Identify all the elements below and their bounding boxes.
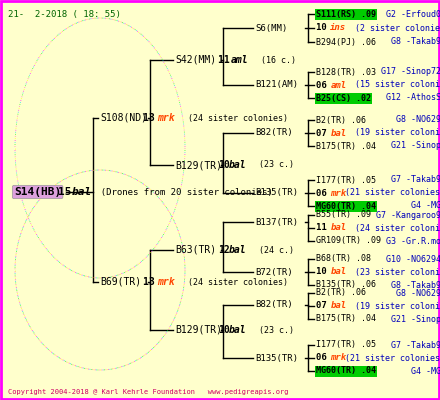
Text: B128(TR) .03: B128(TR) .03	[316, 68, 376, 76]
Text: 06: 06	[316, 354, 332, 362]
Text: aml: aml	[231, 55, 249, 65]
Text: bal: bal	[330, 224, 347, 232]
Text: (24 sister colonies): (24 sister colonies)	[345, 224, 440, 232]
Text: B2(TR) .06: B2(TR) .06	[316, 116, 366, 124]
Text: I177(TR) .05: I177(TR) .05	[316, 176, 376, 184]
Text: 07: 07	[316, 302, 332, 310]
Text: G12 -AthosSt80R: G12 -AthosSt80R	[376, 94, 440, 102]
Text: 10: 10	[218, 325, 230, 335]
Text: (19 sister colonies): (19 sister colonies)	[345, 302, 440, 310]
Text: MG60(TR) .04: MG60(TR) .04	[316, 366, 376, 376]
Text: G8 -Takab93R: G8 -Takab93R	[376, 38, 440, 46]
Text: B82(TR): B82(TR)	[255, 128, 293, 138]
Text: bal: bal	[330, 128, 347, 138]
Text: B135(TR) .06: B135(TR) .06	[316, 280, 376, 290]
Text: B82(TR): B82(TR)	[255, 300, 293, 310]
Text: G7 -Kangaroo98R: G7 -Kangaroo98R	[371, 210, 440, 220]
Text: (16 c.): (16 c.)	[251, 56, 296, 64]
Text: 06: 06	[316, 188, 332, 198]
Text: (23 c.): (23 c.)	[249, 160, 294, 170]
Text: G8 -NO6294R: G8 -NO6294R	[366, 288, 440, 298]
Text: G17 -Sinop72R: G17 -Sinop72R	[376, 68, 440, 76]
Text: (24 sister colonies): (24 sister colonies)	[178, 278, 288, 286]
Text: (21 sister colonies): (21 sister colonies)	[345, 354, 440, 362]
Text: 15: 15	[58, 187, 78, 197]
Text: S111(RS) .09: S111(RS) .09	[316, 10, 376, 18]
Text: 11: 11	[218, 55, 236, 65]
Text: 12: 12	[218, 245, 230, 255]
Text: bal: bal	[229, 160, 247, 170]
Text: B294(PJ) .06: B294(PJ) .06	[316, 38, 376, 46]
Text: B25(CS) .02: B25(CS) .02	[316, 94, 371, 102]
Text: 10: 10	[316, 268, 332, 276]
Text: S108(ND): S108(ND)	[100, 113, 147, 123]
Text: bal: bal	[330, 302, 347, 310]
Text: G4 -MG00R: G4 -MG00R	[381, 202, 440, 210]
Text: B135(TR): B135(TR)	[255, 188, 298, 198]
Text: (19 sister colonies): (19 sister colonies)	[345, 128, 440, 138]
Text: (21 sister colonies): (21 sister colonies)	[345, 188, 440, 198]
Text: S42(MM): S42(MM)	[175, 55, 216, 65]
Text: 11: 11	[316, 224, 332, 232]
Text: 10: 10	[316, 24, 332, 32]
Text: G21 -Sinop62R: G21 -Sinop62R	[376, 142, 440, 150]
Text: bal: bal	[229, 325, 247, 335]
Text: aml: aml	[330, 80, 347, 90]
Text: Copyright 2004-2018 @ Karl Kehrle Foundation   www.pedigreapis.org: Copyright 2004-2018 @ Karl Kehrle Founda…	[8, 389, 289, 395]
Text: 21-  2-2018 ( 18: 55): 21- 2-2018 ( 18: 55)	[8, 10, 121, 19]
Text: B72(TR): B72(TR)	[255, 268, 293, 276]
Text: S6(MM): S6(MM)	[255, 24, 287, 32]
Text: B129(TR): B129(TR)	[175, 325, 222, 335]
Text: 06: 06	[316, 80, 332, 90]
Text: (15 sister colonies): (15 sister colonies)	[345, 80, 440, 90]
Text: G7 -Takab93aR: G7 -Takab93aR	[376, 340, 440, 350]
Text: B175(TR) .04: B175(TR) .04	[316, 142, 376, 150]
Text: bal: bal	[72, 187, 92, 197]
Text: (Drones from 20 sister colonies): (Drones from 20 sister colonies)	[90, 188, 273, 196]
Text: B63(TR): B63(TR)	[175, 245, 216, 255]
Text: mrk: mrk	[157, 277, 175, 287]
Text: G3 -Gr.R.mounta: G3 -Gr.R.mounta	[381, 236, 440, 246]
Text: 10: 10	[218, 160, 230, 170]
Text: G4 -MG00R: G4 -MG00R	[381, 366, 440, 376]
Text: B129(TR): B129(TR)	[175, 160, 222, 170]
Text: 13: 13	[143, 113, 161, 123]
Text: G10 -NO6294R: G10 -NO6294R	[371, 254, 440, 264]
Text: B55(TR) .09: B55(TR) .09	[316, 210, 371, 220]
Text: G21 -Sinop62R: G21 -Sinop62R	[376, 314, 440, 324]
Text: (23 sister colonies): (23 sister colonies)	[345, 268, 440, 276]
Text: bal: bal	[229, 245, 247, 255]
Text: G8 -NO6294R: G8 -NO6294R	[366, 116, 440, 124]
Text: GR109(TR) .09: GR109(TR) .09	[316, 236, 381, 246]
Text: 13: 13	[143, 277, 161, 287]
Text: G7 -Takab93aR: G7 -Takab93aR	[376, 176, 440, 184]
Text: (2 sister colonies): (2 sister colonies)	[345, 24, 440, 32]
Text: G8 -Takab93aR: G8 -Takab93aR	[376, 280, 440, 290]
Text: mrk: mrk	[157, 113, 175, 123]
Text: (24 sister colonies): (24 sister colonies)	[178, 114, 288, 122]
Text: B121(AM): B121(AM)	[255, 80, 298, 90]
Text: B137(TR): B137(TR)	[255, 218, 298, 226]
Text: I177(TR) .05: I177(TR) .05	[316, 340, 376, 350]
Text: B2(TR) .06: B2(TR) .06	[316, 288, 366, 298]
Text: G2 -Erfoud07-1Q: G2 -Erfoud07-1Q	[381, 10, 440, 18]
Text: MG60(TR) .04: MG60(TR) .04	[316, 202, 376, 210]
Text: (23 c.): (23 c.)	[249, 326, 294, 334]
Text: (24 c.): (24 c.)	[249, 246, 294, 254]
Text: B175(TR) .04: B175(TR) .04	[316, 314, 376, 324]
Text: mrk: mrk	[330, 188, 347, 198]
Text: B135(TR): B135(TR)	[255, 354, 298, 362]
Text: S14(HB): S14(HB)	[14, 187, 61, 197]
Text: bal: bal	[330, 268, 347, 276]
Text: mrk: mrk	[330, 354, 347, 362]
Text: 07: 07	[316, 128, 332, 138]
Text: B69(TR): B69(TR)	[100, 277, 141, 287]
Text: B68(TR) .08: B68(TR) .08	[316, 254, 371, 264]
Text: ins: ins	[330, 24, 347, 32]
